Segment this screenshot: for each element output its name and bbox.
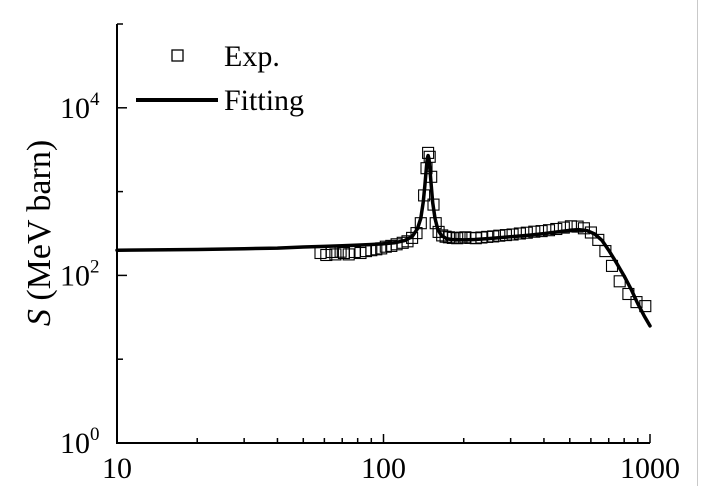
fitting-line <box>115 153 652 328</box>
legend-marker-exp <box>171 49 184 62</box>
exp-data-point <box>528 225 541 238</box>
y-tick-exponent: 0 <box>90 424 100 445</box>
y-axis-unit: (MeV barn) <box>21 140 58 309</box>
exp-data-point <box>520 226 533 239</box>
exp-data-point <box>630 296 643 309</box>
y-tick-label: 102 <box>60 256 100 292</box>
y-tick-base: 10 <box>60 92 90 125</box>
exp-data-point <box>542 224 556 237</box>
plot-frame <box>116 24 650 444</box>
plot-area <box>115 146 652 328</box>
exp-data-point <box>439 230 452 243</box>
exp-data-point <box>535 225 548 238</box>
exp-data-point <box>557 221 570 234</box>
x-tick-label: 1000 <box>620 452 680 485</box>
page-edge-rule <box>697 0 698 486</box>
exp-data-point <box>592 233 605 246</box>
y-tick-exponent: 2 <box>90 256 100 277</box>
exp-data-point <box>513 227 526 240</box>
legend: Exp. Fitting <box>136 40 304 117</box>
y-tick-base: 10 <box>60 259 90 292</box>
axis-ticks <box>116 23 651 444</box>
exp-data-point <box>571 220 584 233</box>
x-tick-label: 100 <box>361 452 406 485</box>
y-tick-label: 100 <box>60 424 100 460</box>
legend-label-fitting: Fitting <box>224 84 304 117</box>
exp-data-point <box>584 226 597 239</box>
x-tick-label: 10 <box>102 452 132 485</box>
y-tick-label: 104 <box>60 89 100 125</box>
y-axis-symbol: S <box>21 309 58 326</box>
exp-data-point <box>550 222 563 236</box>
y-axis-title: S (MeV barn) <box>21 140 58 326</box>
legend-label-exp: Exp. <box>224 40 280 73</box>
y-tick-exponent: 4 <box>90 89 100 110</box>
y-tick-base: 10 <box>60 427 90 460</box>
